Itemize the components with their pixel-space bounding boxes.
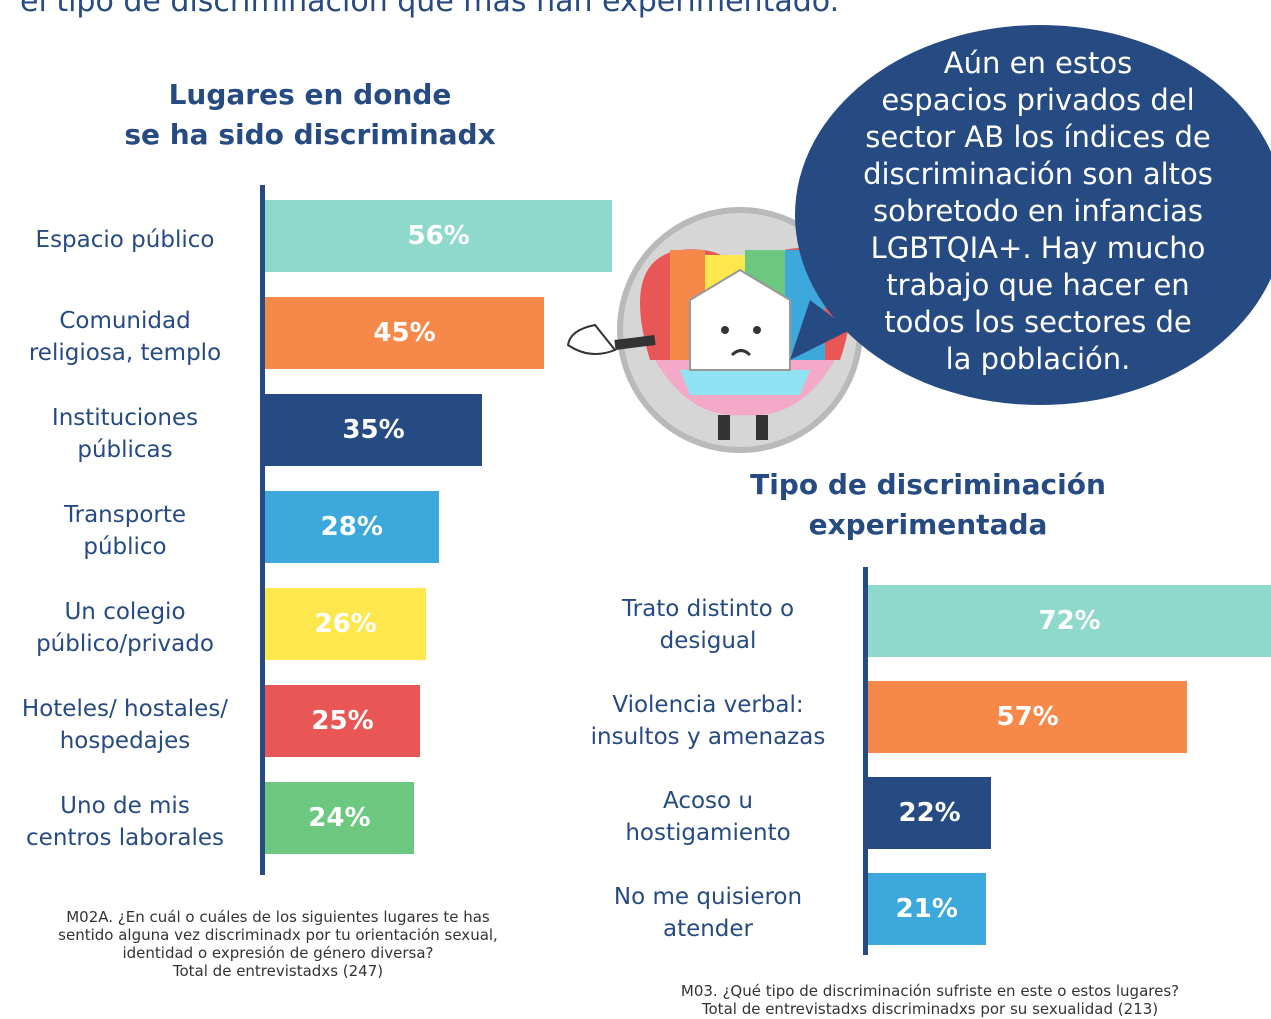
category-label: Acoso u hostigamiento [625,788,791,846]
value-label: 45% [373,318,436,348]
bar [868,777,992,849]
value-label: 24% [308,803,371,833]
category-label: Uno de mis centros laborales [26,793,224,851]
footnote: M02A. ¿En cuál o cuáles de los siguiente… [58,908,498,980]
value-label: 28% [320,512,383,542]
bar [868,585,1271,657]
bar [265,200,613,272]
category-label: No me quisieron atender [613,884,803,942]
bubble-text: Aún en estos espacios privados del secto… [863,46,1213,376]
value-label: 56% [407,221,470,251]
chart-title: Tipo de discriminación experimentada [750,468,1106,541]
value-label: 72% [1038,606,1101,636]
category-label: Comunidad religiosa, templo [28,308,222,366]
value-label: 22% [898,798,961,828]
bar [265,685,420,757]
bar [265,782,414,854]
value-label: 21% [895,894,958,924]
bar [868,873,986,945]
value-label: 57% [996,702,1059,732]
category-label: Instituciones públicas [51,405,199,463]
category-label: Hoteles/ hostales/ hospedajes [21,696,229,754]
bar [265,394,482,466]
category-label: Transporte público [63,502,187,560]
category-label: Espacio público [35,227,215,253]
axis-line [260,185,265,875]
value-label: 26% [314,609,377,639]
bar [265,491,439,563]
category-label: Violencia verbal: insultos y amenazas [590,692,826,750]
intro-text: el tipo de discriminación que más han ex… [20,0,840,19]
category-label: Trato distinto o desigual [621,596,795,654]
bar [868,681,1188,753]
bar [265,588,427,660]
value-label: 25% [311,706,374,736]
axis-line [863,567,868,955]
footnote: M03. ¿Qué tipo de discriminación sufrist… [680,982,1180,1018]
category-label: Un colegio público/privado [36,599,214,657]
value-label: 35% [342,415,405,445]
bar [265,297,544,369]
chart-title: Lugares en donde se ha sido discriminadx [124,78,496,151]
